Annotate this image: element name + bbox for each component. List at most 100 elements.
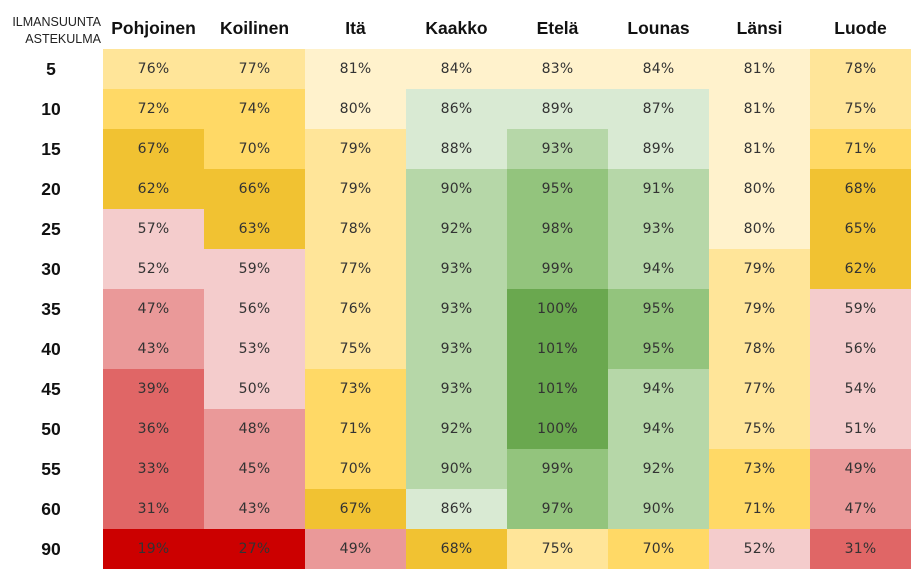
heatmap-cell: 95% [608,289,709,329]
row-header: 25 [41,219,61,239]
heatmap-cell: 72% [103,89,204,129]
heatmap-cell: 90% [406,169,507,209]
heatmap-cell: 79% [709,249,810,289]
heatmap-cell: 75% [810,89,911,129]
column-header: Länsi [736,18,783,38]
column-header: Pohjoinen [111,18,196,38]
heatmap-cell: 31% [103,489,204,529]
heatmap-cell: 39% [103,369,204,409]
heatmap-cell: 43% [103,329,204,369]
heatmap-cell: 62% [103,169,204,209]
heatmap-cell: 92% [608,449,709,489]
heatmap-cell: 75% [709,409,810,449]
heatmap-cell: 73% [305,369,406,409]
heatmap-cell: 75% [507,529,608,569]
heatmap-cell: 90% [608,489,709,529]
heatmap-cell: 93% [406,249,507,289]
heatmap-cell: 70% [204,129,305,169]
heatmap-cell: 77% [204,49,305,89]
heatmap-cell: 51% [810,409,911,449]
heatmap-cell: 93% [406,369,507,409]
row-header: 35 [41,299,61,319]
row-header: 55 [41,459,61,479]
corner-label-angle: ASTEKULMA [25,32,101,46]
heatmap-cell: 101% [507,369,608,409]
heatmap-cell: 31% [810,529,911,569]
heatmap-cell: 77% [305,249,406,289]
heatmap-cell: 19% [103,529,204,569]
heatmap-cell: 93% [406,289,507,329]
heatmap-cell: 71% [305,409,406,449]
heatmap-cell: 67% [305,489,406,529]
row-header: 40 [41,339,61,359]
heatmap-cell: 52% [709,529,810,569]
heatmap-cell: 78% [810,49,911,89]
heatmap-cell: 70% [608,529,709,569]
heatmap-cell: 89% [608,129,709,169]
heatmap-cell: 94% [608,369,709,409]
corner-label: ILMANSUUNTA ASTEKULMA [0,14,101,48]
heatmap-cell: 80% [709,169,810,209]
heatmap-cell: 45% [204,449,305,489]
heatmap-cell: 86% [406,489,507,529]
heatmap-cell: 92% [406,209,507,249]
heatmap-cell: 27% [204,529,305,569]
heatmap-cell: 70% [305,449,406,489]
heatmap-cell: 71% [709,489,810,529]
heatmap-cell: 36% [103,409,204,449]
heatmap-cell: 62% [810,249,911,289]
heatmap-cell: 100% [507,289,608,329]
row-header: 20 [41,179,61,199]
heatmap-cell: 94% [608,249,709,289]
heatmap-cell: 76% [103,49,204,89]
heatmap-cell: 56% [204,289,305,329]
heatmap-cell: 74% [204,89,305,129]
heatmap-cell: 79% [305,129,406,169]
heatmap-cell: 81% [709,49,810,89]
heatmap-cell: 71% [810,129,911,169]
heatmap-cell: 78% [305,209,406,249]
heatmap-cell: 80% [305,89,406,129]
heatmap-cell: 59% [204,249,305,289]
heatmap-cell: 76% [305,289,406,329]
heatmap-cell: 50% [204,369,305,409]
heatmap-cell: 33% [103,449,204,489]
column-header: Luode [834,18,887,38]
heatmap-cell: 94% [608,409,709,449]
heatmap-cell: 101% [507,329,608,369]
heatmap-cell: 77% [709,369,810,409]
heatmap-cell: 66% [204,169,305,209]
heatmap-cell: 98% [507,209,608,249]
heatmap-cell: 52% [103,249,204,289]
heatmap-cell: 57% [103,209,204,249]
heatmap-cell: 93% [507,129,608,169]
heatmap-cell: 95% [507,169,608,209]
column-header: Koilinen [219,18,290,38]
heatmap-cell: 88% [406,129,507,169]
heatmap-cell: 97% [507,489,608,529]
heatmap-cell: 95% [608,329,709,369]
row-header: 90 [41,539,61,559]
heatmap-cell: 83% [507,49,608,89]
heatmap-cell: 93% [608,209,709,249]
heatmap-cell: 81% [305,49,406,89]
heatmap-cell: 47% [103,289,204,329]
heatmap-cell: 86% [406,89,507,129]
heatmap-cell: 90% [406,449,507,489]
heatmap-cell: 75% [305,329,406,369]
row-header: 50 [41,419,61,439]
heatmap-cell: 92% [406,409,507,449]
column-header: Itä [345,18,366,38]
heatmap-cell: 99% [507,449,608,489]
heatmap-cell: 68% [810,169,911,209]
heatmap-cell: 68% [406,529,507,569]
heatmap-cell: 81% [709,129,810,169]
heatmap-cell: 87% [608,89,709,129]
column-header: Kaakko [425,18,488,38]
row-header: 10 [41,99,61,119]
heatmap-cell: 79% [709,289,810,329]
heatmap-cell: 73% [709,449,810,489]
heatmap-cell: 84% [406,49,507,89]
column-header: Etelä [536,18,579,38]
